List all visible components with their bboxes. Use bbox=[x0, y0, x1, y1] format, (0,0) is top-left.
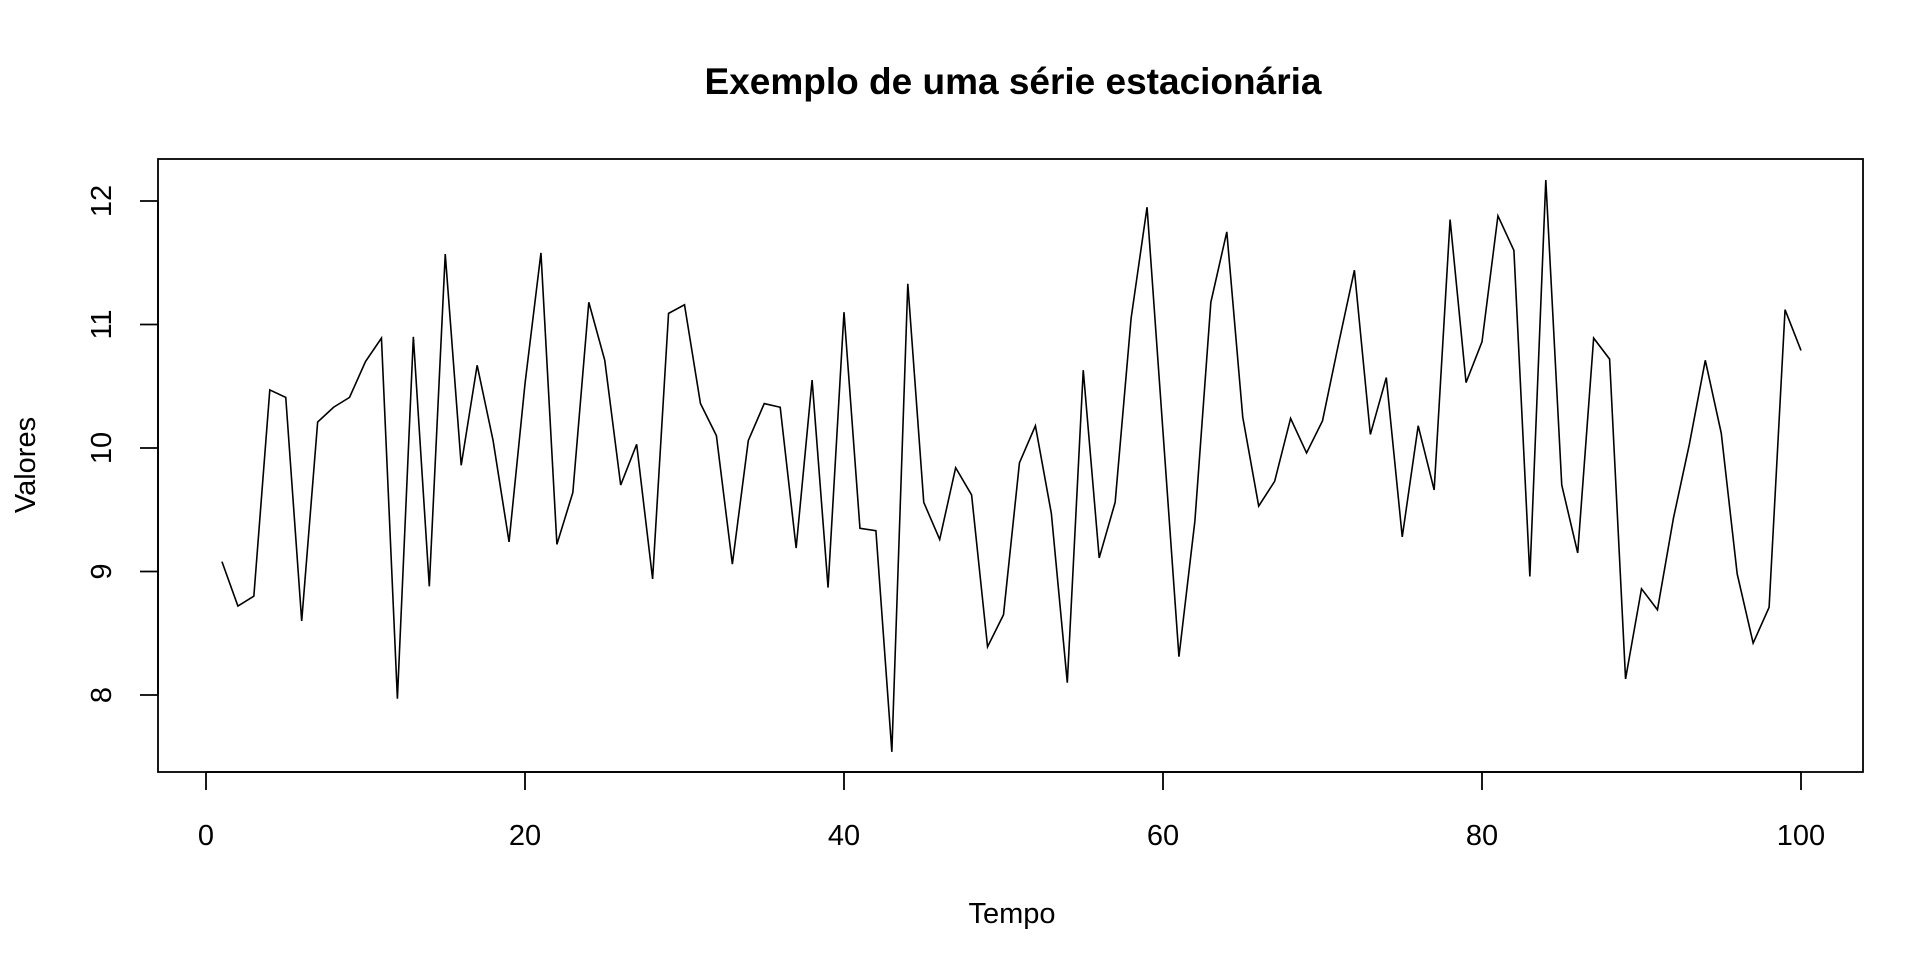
y-tick-label: 10 bbox=[86, 432, 118, 464]
y-tick-label: 12 bbox=[86, 185, 118, 217]
series-line bbox=[221, 179, 1802, 752]
y-axis: 8 9 10 11 12 bbox=[86, 185, 159, 703]
x-tick-label: 80 bbox=[1466, 820, 1498, 852]
series-points bbox=[222, 180, 1801, 752]
x-axis-label: Tempo bbox=[968, 898, 1055, 930]
plot-frame bbox=[157, 158, 1864, 773]
x-tick-label: 20 bbox=[509, 820, 541, 852]
y-tick-label: 11 bbox=[86, 309, 118, 339]
x-axis: 0 20 40 60 80 100 bbox=[198, 771, 1825, 852]
y-axis-label: Valores bbox=[10, 417, 42, 513]
x-tick-label: 0 bbox=[198, 820, 214, 852]
y-tick-label: 9 bbox=[86, 563, 118, 579]
x-tick-label: 40 bbox=[828, 820, 860, 852]
x-tick-label: 60 bbox=[1147, 820, 1179, 852]
y-tick-label: 8 bbox=[86, 687, 118, 703]
chart-title: Exemplo de uma série estacionária bbox=[705, 61, 1322, 102]
x-tick-label: 100 bbox=[1777, 820, 1825, 852]
